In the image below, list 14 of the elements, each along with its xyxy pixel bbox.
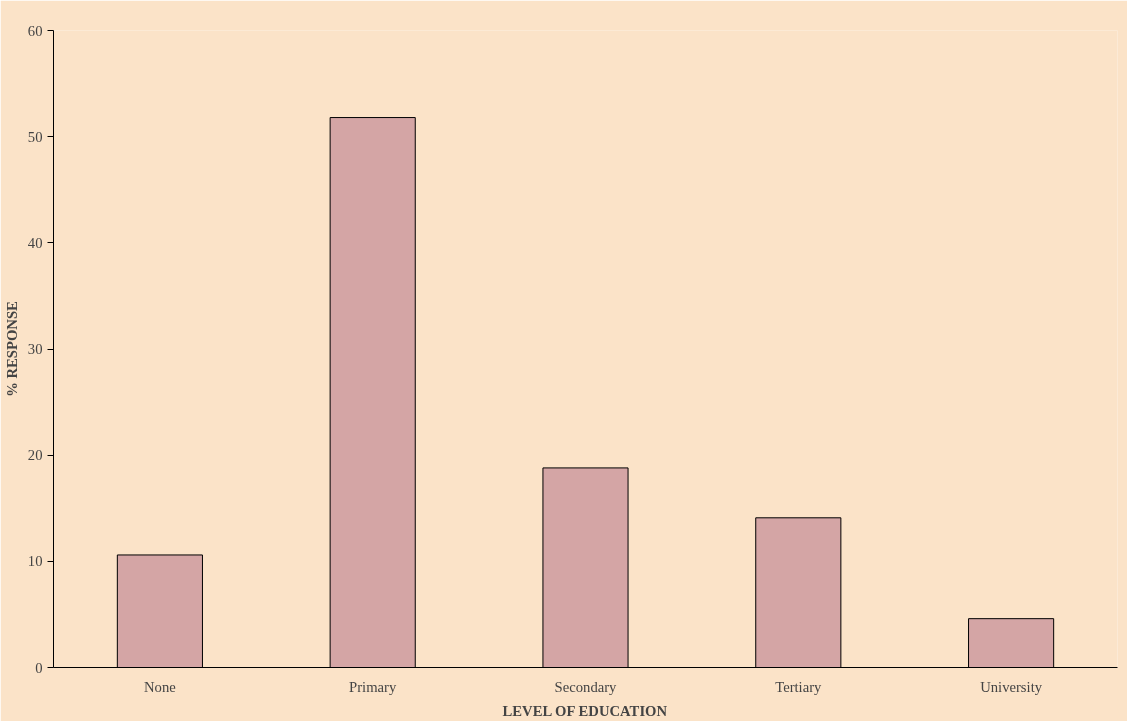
y-tick-label: 20 <box>27 447 43 464</box>
y-tick-label: 50 <box>27 128 43 145</box>
x-tick-label: Primary <box>349 678 397 695</box>
x-tick-label: University <box>980 678 1043 695</box>
y-tick-label: 60 <box>27 22 43 39</box>
x-tick-label: Tertiary <box>775 678 823 695</box>
x-tick-label: Secondary <box>554 678 618 695</box>
x-tick-label: None <box>144 678 176 695</box>
y-tick-label: 30 <box>27 341 43 357</box>
y-axis-title: % RESPONSE <box>3 300 20 397</box>
y-tick-label: 0 <box>35 659 43 676</box>
y-tick-label: 10 <box>27 553 43 570</box>
x-axis-title: LEVEL OF EDUCATION <box>502 702 668 719</box>
y-tick-label: 40 <box>27 234 43 251</box>
